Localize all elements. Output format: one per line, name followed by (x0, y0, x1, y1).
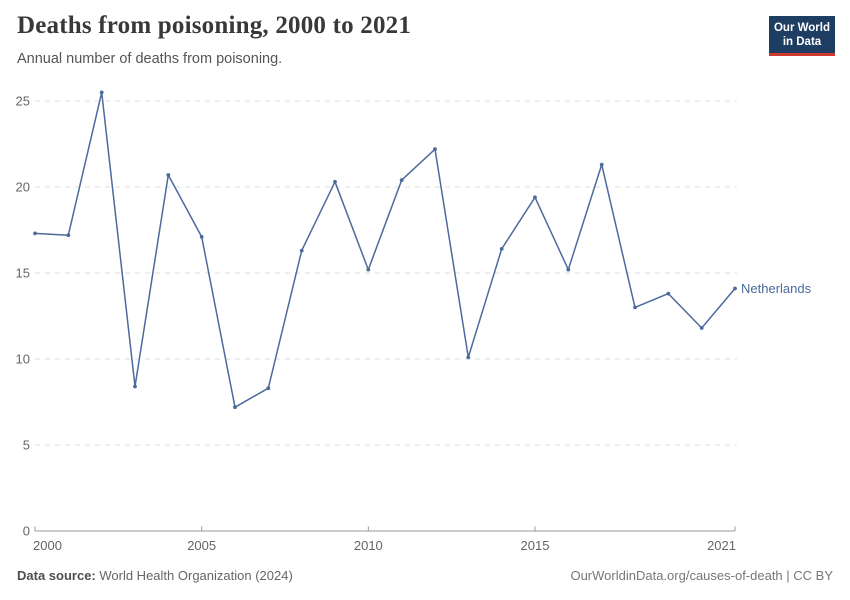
data-point (333, 179, 337, 184)
data-source-value: World Health Organization (2024) (95, 568, 293, 583)
y-tick-label: 10 (16, 352, 30, 367)
data-point (433, 147, 437, 152)
data-point (566, 267, 571, 272)
data-point (666, 291, 671, 296)
data-point (33, 231, 37, 236)
series-netherlands: Netherlands (33, 90, 812, 410)
data-point (633, 305, 637, 310)
chart-subtitle: Annual number of deaths from poisoning. (17, 51, 283, 67)
owid-logo-line2: in Data (782, 36, 822, 49)
x-tick-label: 2021 (707, 538, 736, 553)
page-title: Deaths from poisoning, 2000 to 2021 (17, 12, 412, 39)
data-point (233, 405, 237, 410)
x-tick-label: 2015 (521, 538, 550, 553)
data-point (99, 90, 104, 95)
footer-citation-link[interactable]: OurWorldinData.org/causes-of-death | CC … (570, 568, 833, 583)
series-line (34, 91, 736, 408)
y-tick-label: 20 (16, 180, 30, 195)
data-point (399, 178, 404, 183)
data-point (133, 384, 137, 389)
y-tick-label: 25 (16, 94, 30, 109)
x-tick-label: 2010 (354, 538, 383, 553)
data-point (66, 233, 71, 238)
data-point (366, 267, 371, 272)
data-point (533, 195, 537, 200)
data-point (699, 326, 704, 330)
data-point (199, 235, 204, 239)
entity-label[interactable]: Netherlands (741, 281, 812, 296)
chart-footer: Data source: World Health Organization (… (17, 568, 833, 583)
y-tick-label: 5 (23, 438, 30, 453)
x-tick-label: 2005 (187, 538, 216, 553)
x-tick-label: 2000 (33, 538, 62, 553)
y-gridlines: 0 5 10 15 20 25 (16, 94, 737, 539)
data-source: Data source: World Health Organization (… (17, 568, 293, 583)
owid-logo: Our World in Data (769, 16, 835, 57)
owid-logo-stripe (769, 52, 835, 57)
data-point (499, 247, 504, 251)
owid-logo-line1: Our World (773, 22, 830, 34)
data-point (166, 173, 171, 177)
y-tick-label: 0 (23, 524, 30, 539)
x-axis: 2000 2005 2010 2015 2021 (33, 526, 736, 553)
data-source-label: Data source: (17, 568, 96, 583)
owid-logo-text: Our World in Data (769, 16, 835, 53)
data-point (299, 248, 304, 253)
y-tick-label: 15 (16, 266, 30, 281)
data-point (599, 162, 604, 167)
data-point (266, 386, 271, 391)
data-point (733, 286, 737, 291)
data-point (466, 355, 471, 360)
